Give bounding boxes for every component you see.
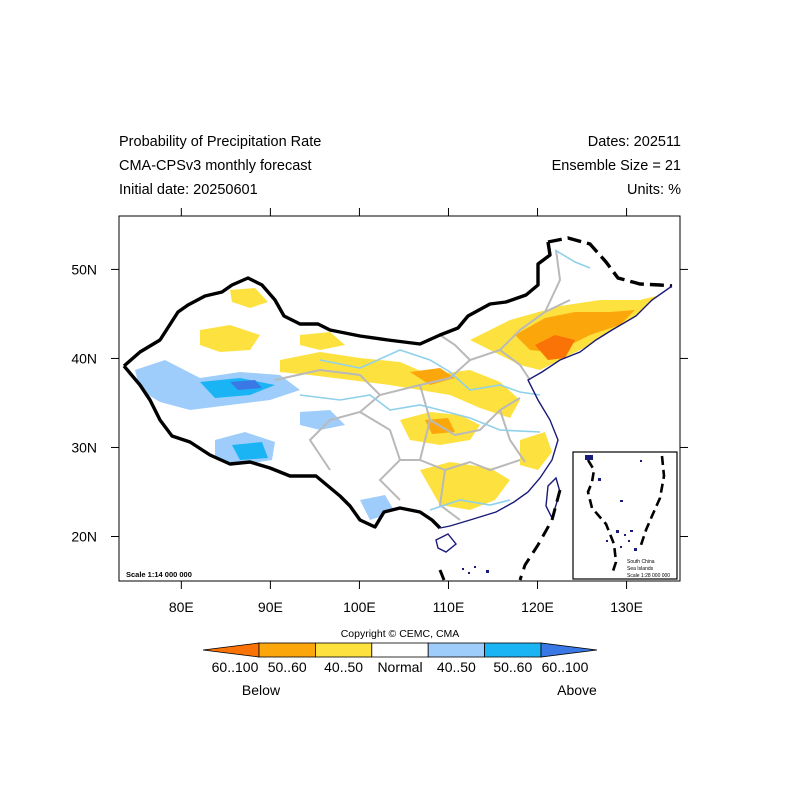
- province-boundaries: [274, 249, 571, 521]
- shade-above-50-60: [232, 442, 268, 460]
- title-line-1: Probability of Precipitation Rate: [119, 134, 322, 150]
- lon-tick-label: 120E: [521, 599, 554, 615]
- south-china-sea-inset: [572, 451, 678, 580]
- inset-title-1: South China: [627, 559, 655, 565]
- probability-shading: [135, 288, 660, 520]
- legend-label: 40..50: [437, 659, 476, 675]
- hainan-island: [435, 533, 457, 553]
- lat-tick-label: 40N: [71, 350, 97, 366]
- national-border-north: [122, 241, 552, 368]
- inset-title-2: Sea Islands: [627, 566, 654, 572]
- legend-swatch: [427, 642, 486, 658]
- coastline: [439, 285, 673, 529]
- title-line-2: CMA-CPSv3 monthly forecast: [119, 158, 312, 174]
- legend-label: 60..100: [212, 659, 259, 675]
- legend-swatch: [484, 642, 542, 658]
- latitude-axis: 50N 40N 30N 20N: [71, 261, 688, 544]
- legend-label: 60..100: [542, 659, 589, 675]
- lat-tick-label: 20N: [71, 528, 97, 544]
- ensemble-size-label: Ensemble Size = 21: [551, 158, 681, 174]
- national-border-northeast: [547, 236, 673, 288]
- shade-above-60-100: [230, 380, 262, 390]
- shade-below-40-50: [300, 332, 345, 350]
- inset-islands: [585, 455, 642, 551]
- dates-label: Dates: 202511: [587, 134, 681, 150]
- legend-below-label: Below: [242, 682, 281, 698]
- lon-tick-label: 110E: [433, 599, 465, 615]
- taiwan-island: [545, 476, 561, 520]
- lat-tick-label: 30N: [71, 439, 97, 455]
- legend-swatch-below-60-100: [202, 642, 260, 658]
- maritime-boundary: [438, 489, 562, 581]
- longitude-axis: 80E 90E 100E 110E 120E 130E: [169, 208, 643, 615]
- copyright-text: Copyright © CEMC, CMA: [341, 628, 460, 640]
- shade-below-50-60: [410, 368, 455, 385]
- legend-label: 40..50: [324, 659, 363, 675]
- national-border-southwest: [122, 364, 442, 530]
- legend-swatch: [314, 642, 373, 658]
- shade-below-40-50: [280, 352, 520, 418]
- lon-tick-label: 80E: [169, 599, 194, 615]
- shade-below-40-50: [420, 462, 510, 510]
- shade-above-40-50: [300, 410, 345, 430]
- legend-swatch-above-60-100: [540, 642, 598, 658]
- color-legend: 60..100 50..60 40..50 Normal 40..50 50..60 60.…: [202, 642, 598, 675]
- lon-tick-label: 130E: [610, 599, 643, 615]
- lon-tick-label: 90E: [258, 599, 283, 615]
- legend-swatch: [371, 642, 429, 658]
- legend-label: 50..60: [268, 659, 307, 675]
- legend-above-label: Above: [557, 682, 597, 698]
- shade-below-40-50: [520, 432, 552, 470]
- units-label: Units: %: [627, 182, 681, 198]
- south-china-sea-dots: [462, 566, 489, 574]
- title-line-3: Initial date: 20250601: [119, 182, 258, 198]
- inset-dashed-line: [586, 455, 666, 575]
- lat-tick-label: 50N: [71, 261, 97, 277]
- rivers: [299, 249, 591, 511]
- legend-swatch: [258, 642, 316, 658]
- legend-label: Normal: [377, 659, 422, 675]
- shade-below-40-50: [200, 325, 260, 352]
- lon-tick-label: 100E: [343, 599, 376, 615]
- legend-label: 50..60: [493, 659, 532, 675]
- map-scale: Scale 1:14 000 000: [126, 570, 192, 579]
- inset-scale: Scale 1:28 000 000: [627, 573, 670, 579]
- shade-below-60-100: [535, 335, 575, 360]
- shade-below-40-50: [230, 288, 268, 308]
